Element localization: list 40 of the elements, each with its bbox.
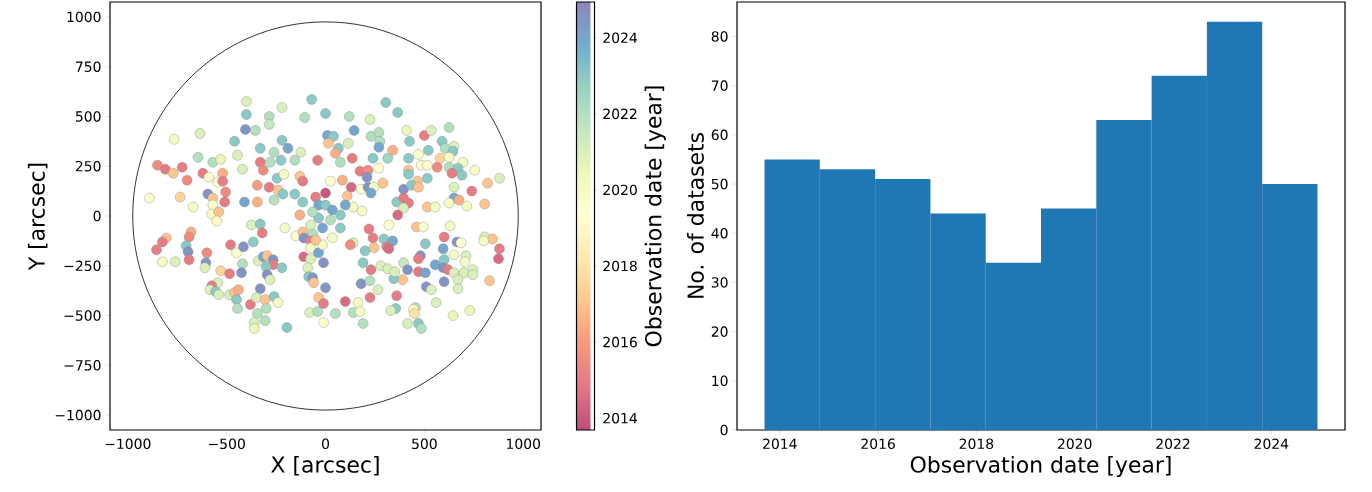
y-tick-label: 0 [720, 424, 728, 436]
y-tick-label: 750 [76, 61, 101, 72]
x-tick-label: 2024 [1254, 438, 1289, 450]
x-tick-label: 1000 [507, 438, 541, 450]
y-tick-label: −750 [64, 360, 101, 371]
x-tick-label: −500 [208, 438, 245, 450]
y-tick-label: 20 [711, 326, 728, 337]
y-tick-label: 0 [93, 210, 101, 222]
y-tick-label: 500 [75, 111, 101, 122]
x-tick-label: 2020 [1057, 438, 1092, 450]
color-bar-label: 2020 [603, 184, 637, 196]
x-axis-title: X [arcsec] [271, 455, 379, 476]
color-bar-label: 2022 [603, 108, 637, 120]
y-tick-label: 80 [711, 31, 728, 42]
x-axis-title: Observation date [year] [910, 455, 1171, 478]
y-tick-label: −500 [64, 310, 101, 321]
x-tick-label: 2018 [959, 438, 994, 450]
y-tick-label: 70 [711, 80, 728, 91]
x-tick-label: 0 [321, 438, 330, 450]
y-tick-label: 60 [711, 129, 728, 141]
x-tick-label: −1000 [105, 438, 151, 450]
y-tick-label: 10 [712, 375, 728, 387]
color-bar-label: 2014 [603, 412, 637, 424]
color-bar-label: 2024 [603, 32, 637, 44]
y-tick-label: 30 [711, 277, 728, 288]
y-axis-title: Y [arcsec] [27, 163, 48, 271]
x-tick-label: 2014 [763, 438, 797, 450]
y-tick-label: −1000 [55, 409, 101, 421]
y-tick-label: 250 [75, 160, 101, 172]
y-axis-title: No. of datasets [686, 133, 704, 298]
x-tick-label: 2016 [861, 438, 895, 450]
y-tick-label: 40 [711, 227, 728, 239]
x-tick-label: 500 [412, 438, 437, 450]
y-tick-label: 50 [711, 178, 728, 190]
color-bar-title: Observation date [year] [644, 86, 666, 347]
color-bar-label: 2018 [603, 260, 637, 272]
y-tick-label: −250 [64, 260, 101, 272]
x-tick-label: 2022 [1156, 438, 1190, 450]
y-tick-label: 1000 [67, 11, 101, 23]
color-bar-label: 2016 [603, 336, 637, 348]
